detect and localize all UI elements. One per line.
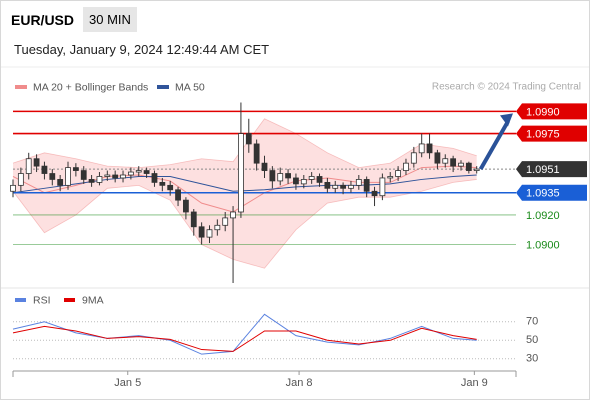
candle-body bbox=[206, 229, 213, 238]
credit: Research © 2024 Trading Central bbox=[432, 82, 581, 93]
legend-label: 9MA bbox=[82, 294, 104, 306]
legend-swatch bbox=[64, 298, 75, 302]
series-line bbox=[12, 325, 477, 352]
candle-body bbox=[127, 171, 134, 176]
level-label: 1.0935 bbox=[526, 188, 560, 200]
candle-body bbox=[198, 226, 205, 238]
candle-body bbox=[418, 143, 425, 154]
candle-body bbox=[395, 170, 402, 177]
candle-body bbox=[316, 176, 323, 183]
candle-body bbox=[245, 133, 252, 145]
y-tick-label: 50 bbox=[526, 334, 538, 346]
candle-body bbox=[33, 158, 40, 167]
candle-body bbox=[253, 143, 260, 164]
candle-body bbox=[371, 190, 378, 197]
candle-body bbox=[25, 158, 32, 174]
level-label: 1.0900 bbox=[526, 239, 560, 251]
candle-body bbox=[104, 174, 111, 177]
legend-label: RSI bbox=[33, 294, 51, 306]
candle-body bbox=[410, 152, 417, 164]
level-label: 1.0951 bbox=[526, 164, 560, 176]
candle-body bbox=[135, 170, 142, 173]
candle-body bbox=[277, 173, 284, 182]
candle-body bbox=[348, 184, 354, 189]
level-tag bbox=[516, 125, 587, 142]
projection-arrow bbox=[478, 120, 510, 171]
candle-body bbox=[222, 217, 229, 226]
legend-label: MA 20 + Bollinger Bands bbox=[33, 81, 148, 93]
candle-body bbox=[17, 173, 24, 186]
x-tick-label: Jan 9 bbox=[461, 377, 488, 389]
candle-body bbox=[332, 184, 339, 189]
candle-body bbox=[175, 189, 181, 201]
candle-body bbox=[72, 167, 79, 171]
candle-body bbox=[324, 181, 331, 189]
level-label: 1.0920 bbox=[526, 210, 560, 222]
series-line bbox=[12, 313, 477, 355]
timestamp: Tuesday, January 9, 2024 12:49:44 AM CET bbox=[14, 42, 270, 57]
candle-body bbox=[340, 184, 346, 189]
x-tick-label: Jan 8 bbox=[286, 377, 313, 389]
candle-body bbox=[442, 158, 449, 164]
level-tag bbox=[516, 103, 587, 120]
y-tick-label: 30 bbox=[526, 353, 538, 365]
y-tick-label: 70 bbox=[526, 316, 538, 328]
bollinger-lower bbox=[12, 179, 477, 269]
candle-body bbox=[120, 174, 126, 179]
level-label: 1.0990 bbox=[526, 106, 560, 118]
candle-body bbox=[88, 179, 95, 183]
candle-body bbox=[96, 176, 103, 183]
candle-body bbox=[450, 158, 457, 167]
candle-body bbox=[238, 133, 244, 213]
candle-body bbox=[379, 177, 386, 197]
candle-body bbox=[151, 173, 158, 183]
candle-body bbox=[269, 170, 276, 182]
candle-body bbox=[308, 176, 315, 180]
candle-body bbox=[230, 211, 236, 219]
candle-body bbox=[403, 162, 409, 171]
candle-body bbox=[112, 174, 119, 179]
candle-body bbox=[458, 162, 464, 167]
candle-body bbox=[387, 176, 394, 179]
candle-body bbox=[434, 152, 441, 164]
candle-body bbox=[363, 179, 370, 192]
candle-body bbox=[261, 162, 268, 171]
candle-body bbox=[57, 179, 64, 186]
candle-body bbox=[190, 211, 197, 228]
level-label: 1.0975 bbox=[526, 128, 560, 140]
candle-body bbox=[41, 165, 48, 174]
candle-body bbox=[214, 224, 221, 231]
candle-body bbox=[65, 167, 71, 186]
level-tag bbox=[516, 161, 587, 178]
candle-body bbox=[183, 199, 189, 213]
symbol: EUR/USD bbox=[11, 12, 75, 28]
x-tick-label: Jan 5 bbox=[114, 377, 141, 389]
candle-body bbox=[285, 173, 291, 179]
candle-body bbox=[143, 170, 150, 174]
candle-body bbox=[293, 177, 299, 185]
candle-body bbox=[10, 184, 16, 192]
candle-body bbox=[355, 179, 362, 186]
candle-body bbox=[426, 143, 433, 154]
level-tag bbox=[516, 184, 587, 201]
candle-body bbox=[465, 162, 472, 171]
candle-body bbox=[167, 184, 174, 191]
candle-body bbox=[159, 181, 166, 186]
arrow-head bbox=[500, 113, 513, 127]
timeframe[interactable]: 30 MIN bbox=[83, 7, 137, 32]
legend-swatch bbox=[15, 85, 27, 89]
candle-body bbox=[473, 168, 480, 171]
candle-body bbox=[80, 170, 87, 180]
candle-body bbox=[49, 173, 56, 180]
legend-swatch bbox=[15, 298, 26, 302]
legend-label: MA 50 bbox=[175, 81, 205, 93]
candle-body bbox=[300, 179, 307, 185]
legend-swatch bbox=[157, 85, 169, 89]
